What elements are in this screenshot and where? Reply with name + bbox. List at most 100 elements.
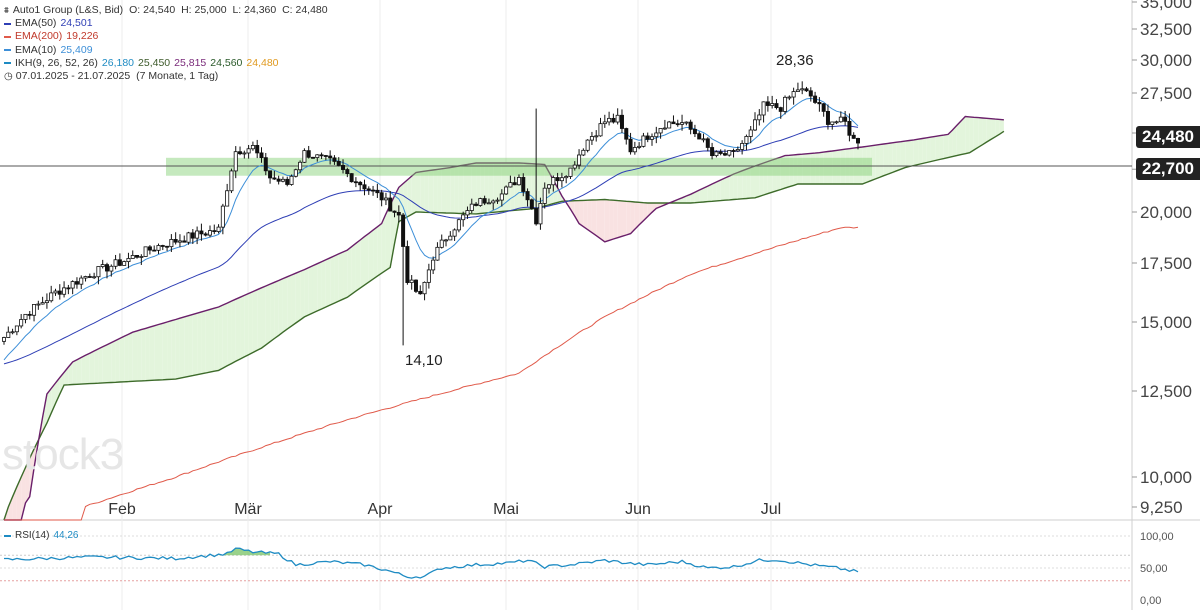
- candle-body: [637, 145, 642, 148]
- candle-body: [246, 148, 251, 154]
- ichimoku-cloud-segment: [420, 171, 425, 213]
- candle-body: [207, 230, 212, 236]
- ichimoku-cloud-segment: [355, 239, 361, 292]
- ichimoku-cloud-segment: [716, 180, 721, 201]
- ichimoku-cloud-segment: [819, 152, 824, 185]
- ichimoku-cloud-segment: [291, 273, 296, 327]
- candle-body: [783, 96, 788, 112]
- ema200-value: 19,226: [66, 30, 99, 43]
- candle-body: [401, 214, 406, 247]
- candle-body: [32, 304, 37, 316]
- candle-body: [667, 121, 672, 129]
- candle-body: [444, 239, 449, 242]
- ichimoku-cloud-segment: [463, 164, 468, 214]
- candle-body: [392, 210, 397, 213]
- ichimoku-cloud-segment: [317, 261, 322, 311]
- candle-body: [534, 208, 539, 225]
- ichimoku-cloud-segment: [780, 155, 786, 190]
- candle-body: [817, 102, 822, 105]
- ichimoku-cloud-segment: [240, 295, 245, 360]
- ichimoku-cloud-segment: [956, 121, 961, 156]
- ichimoku-cloud-segment: [377, 223, 382, 277]
- ichimoku-cloud-segment: [94, 348, 99, 384]
- ichimoku-cloud-segment: [772, 158, 777, 193]
- candle-body: [795, 89, 800, 92]
- ichimoku-cloud-segment: [137, 329, 142, 382]
- ichimoku-cloud-segment: [222, 303, 228, 369]
- legend-ikh[interactable]: IKH(9, 26, 52, 26) 26,180 25,450 25,815 …: [4, 57, 328, 70]
- legend-ema10[interactable]: EMA(10) 25,409: [4, 44, 328, 57]
- period-range: 07.01.2025 - 21.07.2025: [15, 70, 131, 83]
- ichimoku-cloud-segment: [999, 119, 1004, 135]
- ichimoku-cloud-segment: [703, 186, 708, 202]
- ichimoku-cloud-segment: [381, 213, 386, 274]
- candle-body: [761, 101, 766, 116]
- candle-body: [100, 264, 105, 267]
- candle-body: [529, 199, 534, 209]
- candle-body: [714, 151, 719, 157]
- candle-body: [40, 302, 45, 305]
- y-tick-label: 10,000: [1140, 468, 1192, 487]
- rsi-legend[interactable]: RSI(14) 44,26: [4, 530, 78, 541]
- candle-body: [238, 151, 243, 155]
- ichimoku-cloud-segment: [707, 184, 713, 202]
- candle-body: [383, 197, 388, 201]
- y-tick-label: 32,500: [1140, 20, 1192, 39]
- x-tick-label: Apr: [368, 501, 394, 518]
- ichimoku-cloud-segment: [879, 144, 884, 178]
- candle-body: [478, 198, 483, 206]
- candle-body: [10, 331, 15, 334]
- candle-body: [448, 235, 453, 241]
- candle-body: [598, 123, 603, 137]
- candle-body: [44, 300, 49, 304]
- candle-body: [710, 147, 715, 157]
- ohlc-values: O: 24,540 H: 25,000 L: 24,360 C: 24,480: [129, 4, 328, 16]
- ichimoku-cloud-segment: [643, 202, 648, 221]
- ichimoku-cloud-segment: [149, 325, 155, 381]
- candle-body: [229, 170, 234, 192]
- candle-body: [474, 203, 479, 206]
- candle-body: [551, 177, 556, 186]
- candle-body: [104, 264, 109, 272]
- ichimoku-cloud-segment: [287, 274, 292, 330]
- ema200-line: [4, 226, 859, 521]
- candle-body: [23, 313, 28, 320]
- ichimoku-cloud-segment: [579, 200, 584, 227]
- candle-body: [757, 114, 762, 121]
- ichimoku-cloud-segment: [257, 287, 262, 351]
- x-tick-label: Jun: [625, 501, 651, 518]
- candle-body: [508, 182, 513, 188]
- ichimoku-cloud-segment: [76, 357, 82, 385]
- watermark: stock3: [2, 430, 124, 479]
- ichimoku-cloud-segment: [570, 200, 575, 217]
- ichimoku-cloud-segment: [364, 233, 369, 286]
- legend-ema200[interactable]: EMA(200) 19,226: [4, 30, 328, 43]
- ichimoku-cloud-segment: [656, 203, 661, 209]
- ichimoku-cloud-segment: [789, 154, 794, 187]
- rsi-label: RSI(14): [15, 530, 50, 541]
- candle-body: [268, 170, 273, 179]
- candle-body: [753, 119, 758, 131]
- ichimoku-cloud-segment: [158, 323, 163, 380]
- candle-body: [409, 279, 414, 283]
- ichimoku-cloud-segment: [175, 318, 180, 380]
- legend-ema50[interactable]: EMA(50) 24,501: [4, 17, 328, 30]
- candle-body: [135, 255, 140, 258]
- ichimoku-cloud-segment: [446, 167, 451, 214]
- ichimoku-cloud-segment: [883, 143, 889, 176]
- ichimoku-cloud-segment: [583, 200, 588, 230]
- ichimoku-cloud-segment: [467, 163, 472, 214]
- ichimoku-cloud-segment: [231, 299, 236, 364]
- ichimoku-cloud-segment: [510, 163, 515, 211]
- ichimoku-cloud-segment: [8, 496, 13, 520]
- ichimoku-cloud-segment: [111, 340, 116, 383]
- ichimoku-cloud-segment: [536, 163, 541, 209]
- ichimoku-cloud-segment: [154, 324, 159, 381]
- high-annotation: 28,36: [776, 52, 814, 69]
- candle-body: [594, 135, 599, 138]
- ichimoku-cloud-segment: [621, 200, 627, 237]
- ichimoku-cloud-segment: [935, 135, 940, 161]
- ichimoku-cloud-segment: [699, 188, 704, 203]
- chart-legend: ⩩ Auto1 Group (L&S, Bid) O: 24,540 H: 25…: [4, 4, 328, 83]
